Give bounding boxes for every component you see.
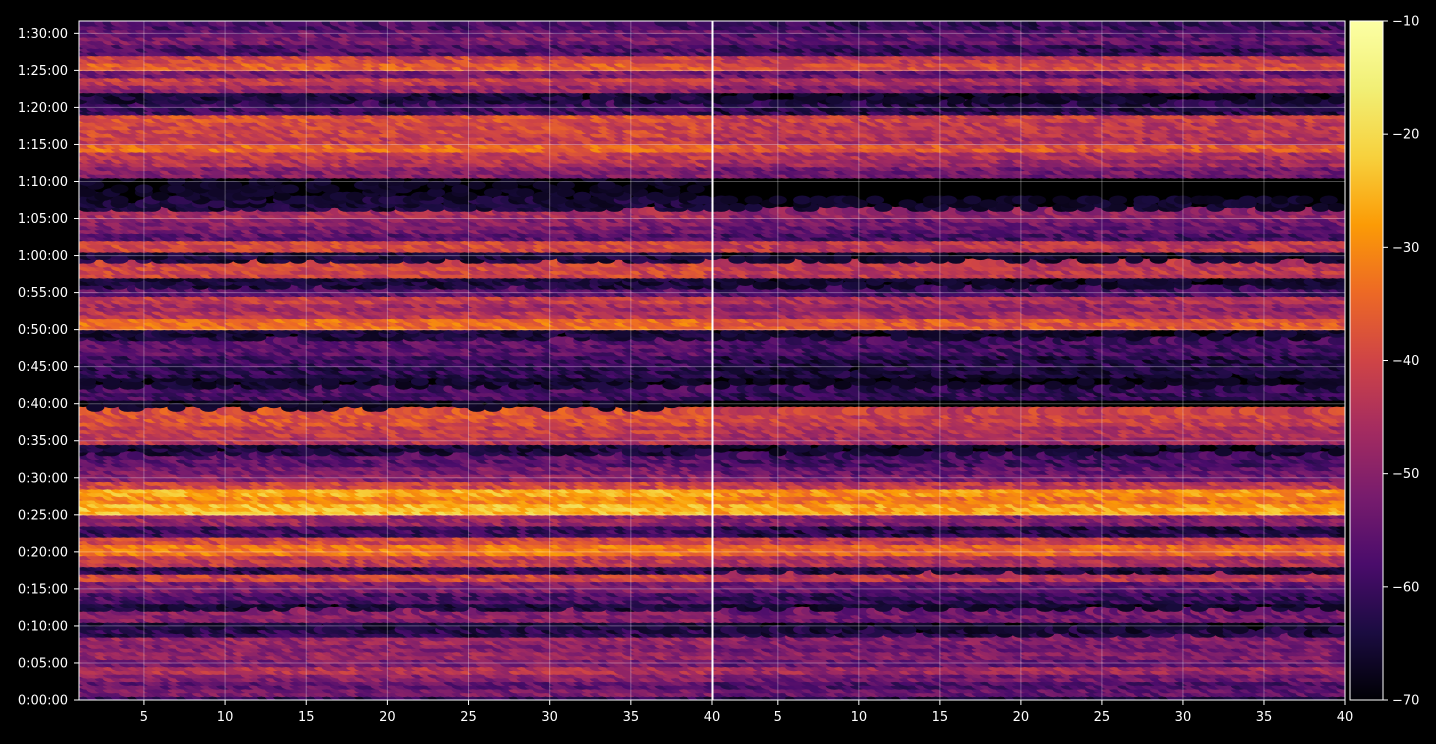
heatmap-cells (79, 21, 712, 700)
panel-1: 5 10 15 20 25 30 35 40 (78, 20, 720, 725)
